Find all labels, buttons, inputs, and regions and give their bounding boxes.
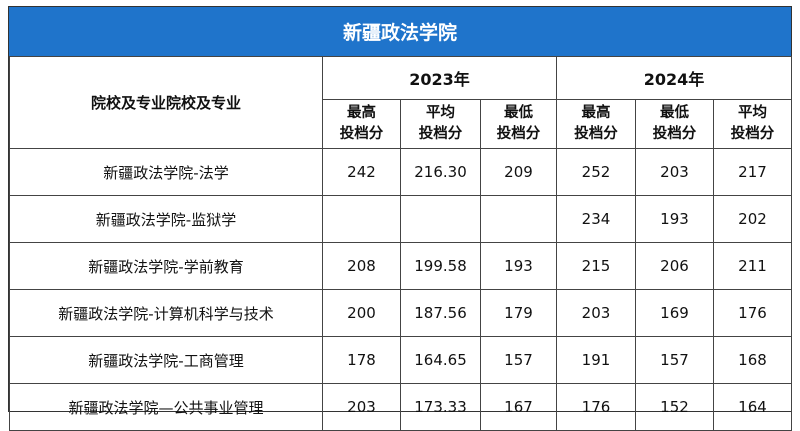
score-cell — [400, 195, 481, 243]
score-cell: 206 — [635, 242, 714, 290]
metric-header: 最低 投档分 — [635, 99, 714, 149]
institution-major-header: 院校及专业院校及专业 — [9, 56, 323, 149]
score-cell: 193 — [635, 195, 714, 243]
score-table: 院校及专业院校及专业 2023年 2024年 最高 投档分 平均 投档分 最低 投档分… — [9, 56, 792, 431]
score-cell: 242 — [322, 148, 401, 196]
table-row: 新疆政法学院-工商管理 178 164.65 157 191 157 168 — [9, 336, 792, 384]
score-cell: 252 — [556, 148, 636, 196]
major-name: 新疆政法学院-法学 — [9, 148, 323, 196]
score-cell: 234 — [556, 195, 636, 243]
score-cell: 200 — [322, 289, 401, 337]
major-name: 新疆政法学院—公共事业管理 — [9, 383, 323, 431]
score-cell: 202 — [713, 195, 792, 243]
score-cell: 178 — [322, 336, 401, 384]
major-name: 新疆政法学院-学前教育 — [9, 242, 323, 290]
score-cell: 179 — [480, 289, 557, 337]
score-cell: 208 — [322, 242, 401, 290]
score-cell — [480, 195, 557, 243]
metric-header: 最低 投档分 — [480, 99, 557, 149]
metric-header: 平均 投档分 — [713, 99, 792, 149]
score-cell — [322, 195, 401, 243]
table-row: 新疆政法学院-学前教育 208 199.58 193 215 206 211 — [9, 242, 792, 290]
score-cell: 187.56 — [400, 289, 481, 337]
score-cell: 211 — [713, 242, 792, 290]
score-cell: 157 — [480, 336, 557, 384]
major-name: 新疆政法学院-计算机科学与技术 — [9, 289, 323, 337]
year-2024-header: 2024年 — [556, 56, 792, 100]
score-cell: 167 — [480, 383, 557, 431]
score-cell: 168 — [713, 336, 792, 384]
score-cell: 193 — [480, 242, 557, 290]
score-cell: 216.30 — [400, 148, 481, 196]
table-title: 新疆政法学院 — [9, 7, 791, 56]
table-row: 新疆政法学院-监狱学 234 193 202 — [9, 195, 792, 243]
score-cell: 217 — [713, 148, 792, 196]
score-cell: 176 — [713, 289, 792, 337]
score-cell: 157 — [635, 336, 714, 384]
score-cell: 191 — [556, 336, 636, 384]
score-cell: 164.65 — [400, 336, 481, 384]
score-cell: 199.58 — [400, 242, 481, 290]
year-2023-header: 2023年 — [322, 56, 557, 100]
major-name: 新疆政法学院-工商管理 — [9, 336, 323, 384]
score-cell: 203 — [635, 148, 714, 196]
score-cell: 203 — [322, 383, 401, 431]
score-table-frame: 新疆政法学院 院校及专业院校及专业 2023年 2024年 最高 投档分 平均 投档… — [8, 6, 792, 431]
table-row: 新疆政法学院-计算机科学与技术 200 187.56 179 203 169 1… — [9, 289, 792, 337]
metric-header: 最高 投档分 — [322, 99, 401, 149]
score-cell: 169 — [635, 289, 714, 337]
score-cell: 152 — [635, 383, 714, 431]
table-row: 新疆政法学院—公共事业管理 203 173.33 167 176 152 164 — [9, 383, 792, 431]
major-name: 新疆政法学院-监狱学 — [9, 195, 323, 243]
score-cell: 203 — [556, 289, 636, 337]
score-cell: 176 — [556, 383, 636, 431]
metric-header: 最高 投档分 — [556, 99, 636, 149]
score-cell: 215 — [556, 242, 636, 290]
metric-header: 平均 投档分 — [400, 99, 481, 149]
table-row: 新疆政法学院-法学 242 216.30 209 252 203 217 — [9, 148, 792, 196]
score-cell: 173.33 — [400, 383, 481, 431]
score-cell: 164 — [713, 383, 792, 431]
score-cell: 209 — [480, 148, 557, 196]
